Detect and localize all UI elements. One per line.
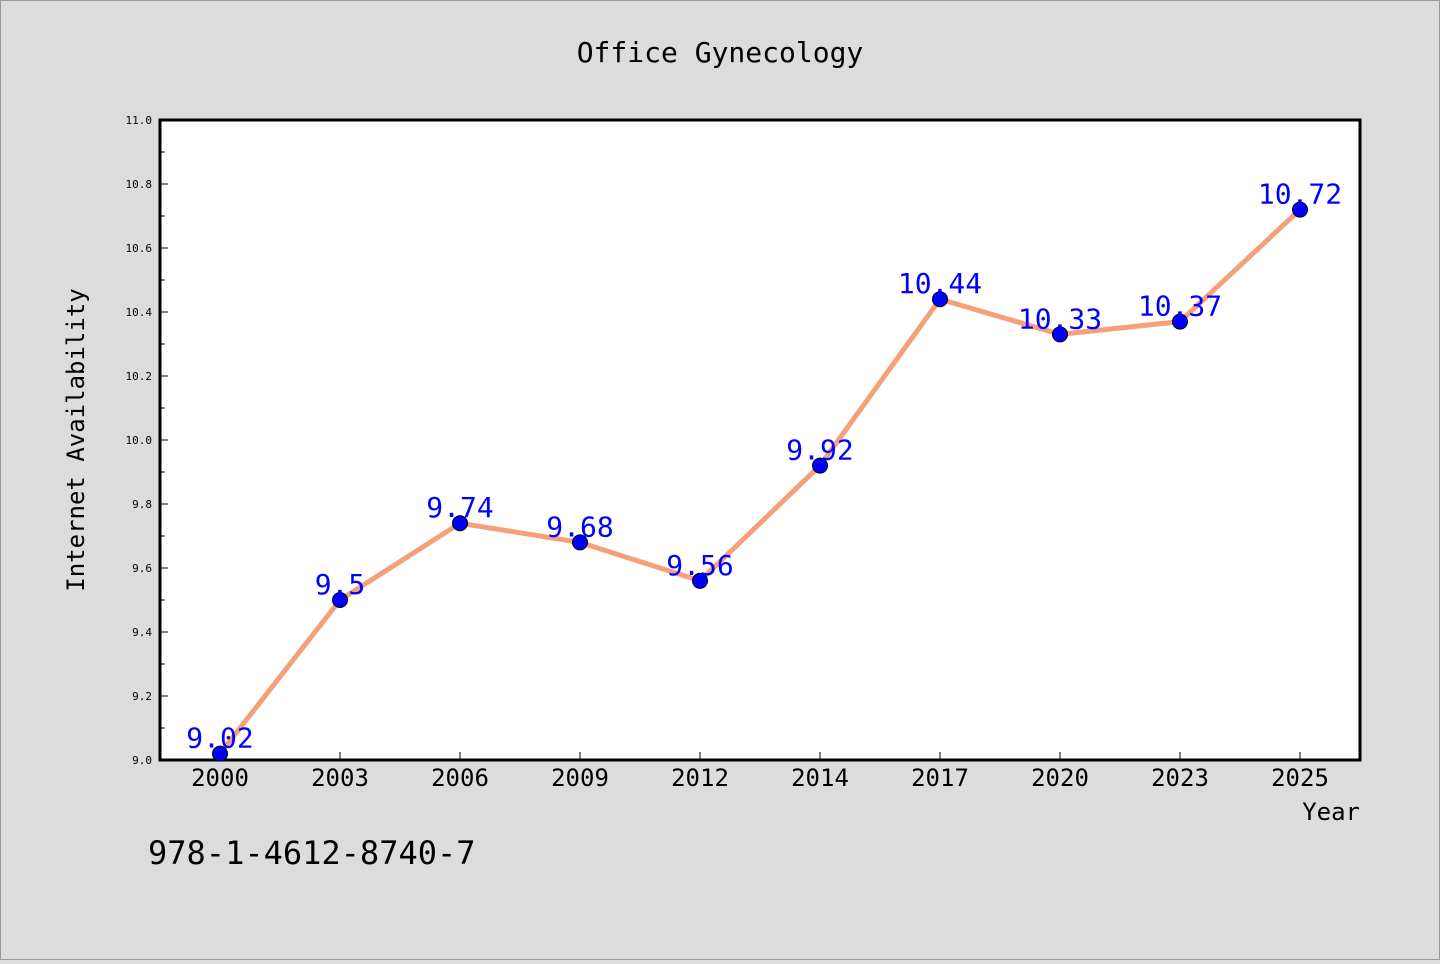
- data-label: 9.5: [315, 568, 366, 601]
- data-label: 9.68: [546, 510, 613, 543]
- y-tick-label: 10.2: [126, 370, 153, 383]
- y-tick-label: 9.8: [132, 498, 152, 511]
- data-label: 9.02: [186, 722, 253, 755]
- data-label: 10.44: [898, 267, 982, 300]
- chart-title: Office Gynecology: [577, 36, 864, 69]
- x-tick-label: 2003: [311, 764, 369, 792]
- data-point-marker: [692, 572, 708, 589]
- y-tick-label: 9.6: [132, 562, 152, 575]
- x-tick-label: 2017: [911, 764, 969, 792]
- data-point-marker: [212, 745, 228, 762]
- x-tick-label: 2020: [1031, 764, 1089, 792]
- x-tick-label: 2012: [671, 764, 729, 792]
- x-tick-label: 2023: [1151, 764, 1209, 792]
- y-tick-label: 9.4: [132, 626, 152, 639]
- y-axis: 9.0 9.2 9.4 9.6 9.8 10.0 10.2 10.4 10.6 10.8 11.0: [126, 114, 168, 767]
- x-tick-label: 2006: [431, 764, 489, 792]
- data-point-marker: [1052, 326, 1068, 343]
- y-tick-label: 10.4: [126, 306, 153, 319]
- y-tick-label: 9.0: [132, 754, 152, 767]
- data-label: 9.56: [666, 549, 733, 582]
- data-point-marker: [932, 291, 948, 308]
- data-point-marker: [332, 592, 348, 608]
- x-axis-label: Year: [1302, 798, 1360, 826]
- data-label: 9.74: [426, 491, 493, 524]
- marker-group: [212, 201, 1308, 762]
- y-tick-label: 11.0: [126, 114, 153, 127]
- y-tick-label: 9.2: [132, 690, 152, 703]
- data-label: 10.72: [1258, 178, 1342, 211]
- data-point-marker: [812, 457, 828, 474]
- data-point-marker: [452, 515, 468, 532]
- x-tick-label: 2014: [791, 764, 849, 792]
- data-label-group: 9.02 9.5 9.74 9.68 9.56 9.92 10.44 10.33 10.37 10…: [186, 178, 1342, 755]
- plot-area: [158, 118, 1362, 762]
- data-point-marker: [1292, 201, 1308, 218]
- y-axis-label: Internet Availability: [62, 288, 90, 591]
- x-tick-label: 2025: [1271, 764, 1329, 792]
- data-point-marker: [1172, 313, 1188, 330]
- data-label: 10.37: [1138, 290, 1222, 323]
- x-axis: 2000 2003 2006 2009 2012 2014 2017 2020 2023 2025: [191, 752, 1329, 792]
- y-tick-label: 10.8: [126, 178, 153, 191]
- data-label: 10.33: [1018, 302, 1102, 335]
- data-point-marker: [572, 534, 588, 551]
- y-tick-label: 10.0: [126, 434, 153, 447]
- y-tick-label: 10.6: [126, 242, 153, 255]
- series-line: [217, 207, 1303, 757]
- x-tick-label: 2000: [191, 764, 249, 792]
- x-tick-label: 2009: [551, 764, 609, 792]
- footer-text: 978-1-4612-8740-7: [148, 834, 476, 872]
- series-line-group: [217, 207, 1303, 757]
- data-label: 9.92: [786, 434, 853, 467]
